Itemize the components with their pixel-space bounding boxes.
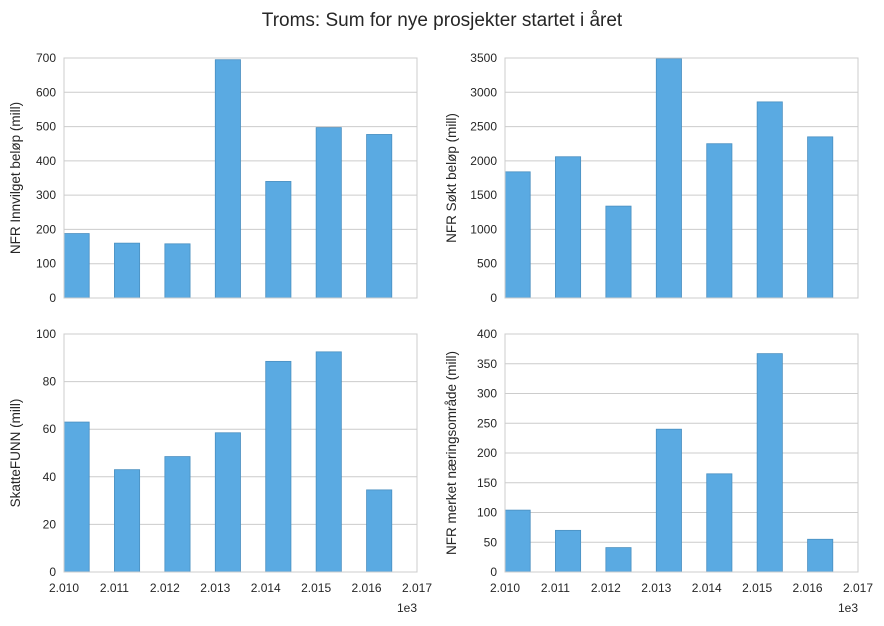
bar-2013 bbox=[214, 59, 241, 299]
y-tick-label: 20 bbox=[43, 517, 57, 531]
x-offset-label: 1e3 bbox=[397, 601, 417, 615]
x-tick-label: 2.013 bbox=[200, 581, 230, 595]
bar-2015 bbox=[756, 101, 783, 299]
y-tick-label: 100 bbox=[36, 257, 56, 271]
bar-2014 bbox=[706, 473, 733, 573]
y-tick-label: 100 bbox=[477, 506, 497, 520]
bar-2011 bbox=[114, 469, 141, 573]
bar-2012 bbox=[605, 547, 632, 573]
x-tick-label: 2.013 bbox=[641, 581, 671, 595]
axes-frame bbox=[63, 57, 418, 299]
y-tick-label: 400 bbox=[477, 327, 497, 341]
y-axis-label: NFR merket næringsområde (mill) bbox=[444, 351, 459, 555]
y-tick-label: 80 bbox=[43, 375, 57, 389]
y-tick-label: 0 bbox=[49, 565, 56, 579]
y-axis-label: NFR Innvilget beløp (mill) bbox=[8, 102, 23, 254]
bar-2011 bbox=[555, 529, 582, 573]
bar-2015 bbox=[315, 351, 342, 573]
bar-2014 bbox=[265, 360, 292, 573]
x-tick-label: 2.010 bbox=[490, 581, 520, 595]
bar-2010 bbox=[504, 171, 531, 299]
x-tick-label: 2.016 bbox=[793, 581, 823, 595]
x-tick-label: 2.017 bbox=[843, 581, 873, 595]
bar-2011 bbox=[114, 242, 141, 299]
x-tick-label: 2.010 bbox=[49, 581, 79, 595]
bar-2010 bbox=[504, 509, 531, 573]
bar-2016 bbox=[807, 136, 834, 299]
y-tick-label: 350 bbox=[477, 357, 497, 371]
bar-2010 bbox=[63, 233, 90, 299]
bar-2012 bbox=[164, 243, 191, 299]
bar-2014 bbox=[265, 181, 292, 299]
axes-frame bbox=[504, 57, 859, 299]
x-tick-label: 2.015 bbox=[742, 581, 772, 595]
bar-2016 bbox=[366, 134, 393, 299]
y-tick-label: 1000 bbox=[470, 222, 497, 236]
y-tick-label: 1500 bbox=[470, 188, 497, 202]
y-tick-label: 600 bbox=[36, 85, 56, 99]
bar-2012 bbox=[605, 205, 632, 299]
x-tick-label: 2.011 bbox=[541, 581, 570, 595]
chart-panel-sokt: NFR Søkt beløp (mill) 0 500 1000 1500 2000 25… bbox=[444, 51, 859, 305]
x-tick-label: 2.016 bbox=[352, 581, 382, 595]
y-tick-label: 2000 bbox=[470, 154, 497, 168]
bar-2013 bbox=[214, 432, 241, 573]
y-tick-label: 3000 bbox=[470, 85, 497, 99]
y-tick-label: 50 bbox=[484, 535, 498, 549]
y-tick-label: 700 bbox=[36, 51, 56, 65]
y-tick-label: 150 bbox=[477, 476, 497, 490]
y-axis-label: NFR Søkt beløp (mill) bbox=[444, 113, 459, 243]
bar-2011 bbox=[555, 156, 582, 299]
bar-2012 bbox=[164, 456, 191, 573]
bar-2010 bbox=[63, 421, 90, 573]
x-tick-label: 2.014 bbox=[692, 581, 722, 595]
y-tick-label: 2500 bbox=[470, 120, 497, 134]
bar-2013 bbox=[655, 58, 682, 299]
chart-panel-skattefunn: SkatteFUNN (mill) 1e3 0 20 40 60 80 100 2.010 2… bbox=[8, 327, 432, 615]
x-tick-label: 2.014 bbox=[251, 581, 281, 595]
y-tick-label: 250 bbox=[477, 416, 497, 430]
axes-frame bbox=[63, 333, 418, 573]
y-tick-label: 3500 bbox=[470, 51, 497, 65]
x-offset-label: 1e3 bbox=[838, 601, 858, 615]
x-tick-label: 2.012 bbox=[150, 581, 180, 595]
x-tick-label: 2.015 bbox=[301, 581, 331, 595]
figure-title: Troms: Sum for nye prosjekter startet i … bbox=[262, 10, 623, 31]
y-tick-label: 40 bbox=[43, 470, 57, 484]
axes-frame bbox=[504, 333, 859, 573]
x-tick-label: 2.017 bbox=[402, 581, 432, 595]
bar-2015 bbox=[315, 127, 342, 299]
x-tick-label: 2.011 bbox=[100, 581, 129, 595]
y-tick-label: 500 bbox=[36, 120, 56, 134]
bar-2013 bbox=[655, 428, 682, 573]
y-axis-label: SkatteFUNN (mill) bbox=[8, 399, 23, 508]
y-tick-label: 500 bbox=[477, 257, 497, 271]
y-tick-label: 300 bbox=[477, 387, 497, 401]
chart-panel-innvilget: NFR Innvilget beløp (mill) 0 100 200 300 400… bbox=[8, 51, 418, 305]
y-tick-label: 400 bbox=[36, 154, 56, 168]
chart-panel-naeringsomrade: NFR merket næringsområde (mill) 1e3 0 50 1… bbox=[444, 327, 873, 615]
y-tick-label: 0 bbox=[490, 565, 497, 579]
y-tick-label: 100 bbox=[36, 327, 56, 341]
x-tick-label: 2.012 bbox=[591, 581, 621, 595]
y-tick-label: 300 bbox=[36, 188, 56, 202]
y-tick-label: 60 bbox=[43, 422, 57, 436]
y-tick-label: 200 bbox=[477, 446, 497, 460]
y-tick-label: 200 bbox=[36, 222, 56, 236]
bar-2016 bbox=[807, 538, 834, 573]
y-tick-label: 0 bbox=[49, 291, 56, 305]
bar-2016 bbox=[366, 489, 393, 573]
bar-2015 bbox=[756, 353, 783, 573]
y-tick-label: 0 bbox=[490, 291, 497, 305]
bar-2014 bbox=[706, 143, 733, 299]
